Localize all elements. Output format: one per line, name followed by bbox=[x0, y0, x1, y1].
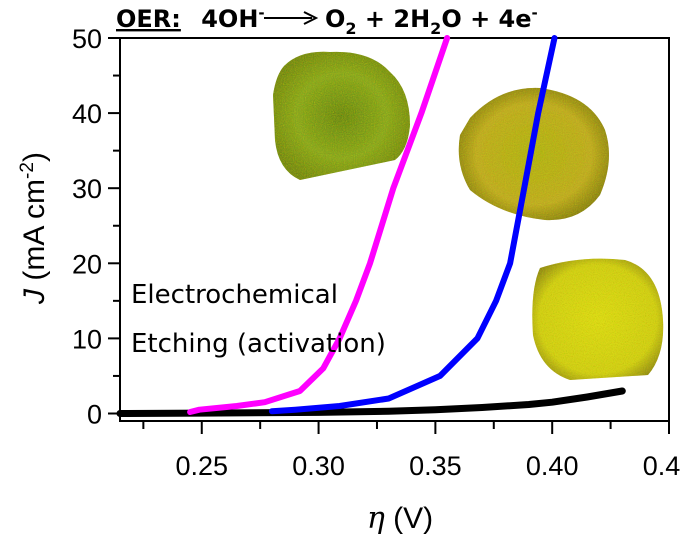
x-tick-label: 0.35 bbox=[409, 451, 462, 481]
x-tick-label: 0.25 bbox=[175, 451, 228, 481]
particle-image-smooth-yellow bbox=[532, 258, 664, 380]
series-line-1 bbox=[268, 35, 558, 415]
y-tick-label: 10 bbox=[72, 324, 102, 354]
y-tick-label: 50 bbox=[72, 24, 102, 54]
x-tick-label: 0.45 bbox=[643, 451, 680, 481]
series-line-0 bbox=[116, 387, 626, 417]
plot-frame bbox=[119, 37, 670, 422]
y-tick-label: 20 bbox=[72, 249, 102, 279]
y-tick-label: 40 bbox=[72, 99, 102, 129]
series-line-2 bbox=[187, 35, 451, 415]
particle-image-rough-yellow-red bbox=[458, 87, 609, 221]
particle-image-etched-green bbox=[273, 51, 410, 181]
annotation-line-1: Electrochemical bbox=[131, 280, 338, 310]
y-axis-title: J (mA cm-2) bbox=[17, 152, 51, 305]
y-tick-label: 0 bbox=[87, 399, 102, 429]
x-axis-title: η (V) bbox=[367, 501, 433, 535]
x-tick-label: 0.40 bbox=[526, 451, 579, 481]
annotation-line-2: Etching (activation) bbox=[131, 329, 386, 359]
x-tick-label: 0.30 bbox=[292, 451, 345, 481]
title-prefix: OER: bbox=[116, 5, 181, 33]
chart-title: OER: 4OH- O2 + 2H2O + 4e- bbox=[116, 0, 538, 38]
reaction-arrow-icon bbox=[264, 11, 319, 25]
y-tick-label: 30 bbox=[72, 174, 102, 204]
